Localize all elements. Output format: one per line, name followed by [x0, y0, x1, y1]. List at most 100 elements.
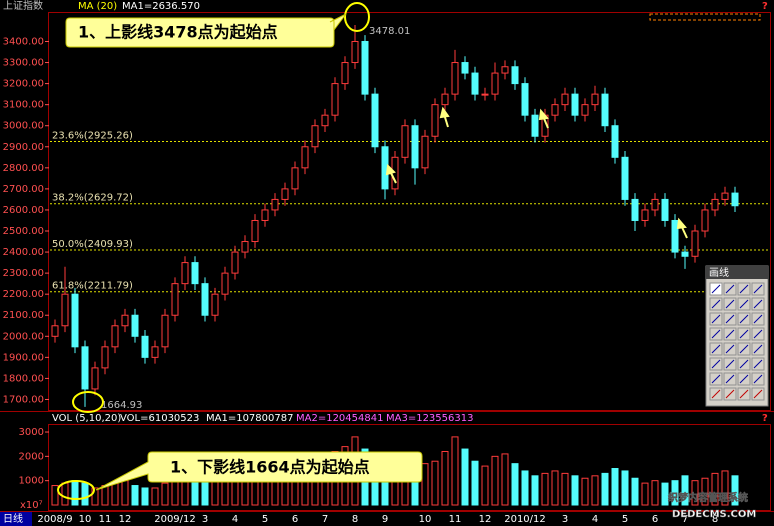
volume-bar — [511, 463, 519, 506]
y-tick-label: 2400.00 — [3, 247, 44, 258]
tool-icon — [739, 344, 749, 354]
tool-icon — [725, 389, 735, 399]
tool-icon — [753, 314, 763, 324]
tool-icon — [725, 359, 735, 369]
tool-icon — [725, 374, 735, 384]
tool-icon — [711, 374, 721, 384]
candle-body — [361, 40, 369, 95]
candle-body — [731, 192, 739, 207]
candle-body — [591, 93, 599, 106]
x-tick-label: 10 — [419, 514, 432, 525]
volume-bar — [491, 455, 499, 506]
candle-body — [301, 146, 309, 169]
candle-body — [721, 192, 729, 200]
x-tick-label: 11 — [99, 514, 112, 525]
x-tick-label: 6 — [292, 514, 298, 525]
volume-bar — [671, 480, 679, 506]
highlight — [72, 391, 104, 413]
candle-body — [661, 198, 669, 221]
y-tick-label: 2700.00 — [3, 184, 44, 195]
volume-bar — [621, 470, 629, 506]
candle-body — [151, 346, 159, 358]
candle-body — [481, 93, 489, 96]
volume-bar — [591, 475, 599, 506]
volume-unit: x10⁷ — [20, 500, 43, 511]
period-button[interactable] — [0, 512, 32, 526]
tool-icon — [753, 359, 763, 369]
candle-body — [91, 367, 99, 390]
scroll-strip[interactable] — [649, 13, 761, 21]
y-tick-label: 1700.00 — [3, 394, 44, 405]
tool-icon — [739, 329, 749, 339]
candle-body — [671, 219, 679, 253]
help-icon[interactable]: ? — [762, 1, 768, 12]
tool-panel-titlebar — [706, 266, 768, 279]
candle-body — [181, 262, 189, 285]
volume-bar — [541, 472, 549, 506]
candle-body — [61, 293, 69, 327]
tool-icon — [739, 359, 749, 369]
volume-bar — [711, 472, 719, 506]
volume-bar — [101, 485, 109, 506]
candle-body — [411, 125, 419, 169]
candle-body — [711, 198, 719, 211]
tool-icon — [711, 299, 721, 309]
candle-body — [291, 167, 299, 190]
y-tick-label: 3200.00 — [3, 79, 44, 90]
tool-icon — [739, 299, 749, 309]
candle-body — [201, 283, 209, 316]
candle-body — [241, 241, 249, 253]
y-tick-label: 1000 — [19, 476, 44, 487]
volume-value: VOL=61030523 — [120, 413, 199, 424]
y-tick-label: 2000.00 — [3, 331, 44, 342]
volume-bar — [131, 485, 139, 506]
tool-icon — [711, 344, 721, 354]
watermark: 织梦内容管理系统 — [668, 491, 748, 504]
volume-bar — [141, 487, 149, 506]
candle-body — [171, 283, 179, 316]
callout-text: 1、下影线1664点为起始点 — [170, 458, 370, 477]
x-tick-label: 6 — [652, 514, 658, 525]
x-tick-label: 10 — [79, 514, 92, 525]
volume-bar — [731, 475, 739, 506]
candle-body — [651, 198, 659, 211]
candle-body — [81, 346, 89, 390]
candle-body — [611, 125, 619, 158]
help-icon[interactable]: ? — [762, 413, 768, 424]
y-tick-label: 1800.00 — [3, 373, 44, 384]
candle-body — [501, 66, 509, 74]
candle-body — [121, 314, 129, 327]
indicator-value: MA1=2636.570 — [122, 1, 200, 12]
tool-icon — [711, 359, 721, 369]
volume-bar — [641, 482, 649, 506]
candle-body — [621, 156, 629, 200]
volume-bar — [111, 482, 119, 506]
candle-body — [131, 314, 139, 337]
period-label[interactable]: 日线 — [3, 512, 23, 525]
y-tick-label: 2800.00 — [3, 163, 44, 174]
y-tick-label: 2300.00 — [3, 268, 44, 279]
candle-body — [101, 346, 109, 369]
candle-body — [281, 188, 289, 200]
volume-bar — [61, 482, 69, 506]
tool-icon — [753, 284, 763, 294]
candle-body — [341, 62, 349, 85]
volume-bar — [461, 448, 469, 506]
tool-icon — [725, 344, 735, 354]
volume-bar — [431, 460, 439, 506]
data-label: 1664.93 — [101, 400, 142, 411]
tool-icon — [753, 329, 763, 339]
candle-body — [111, 325, 119, 348]
x-tick-label: 4 — [232, 514, 238, 525]
candle-body — [431, 104, 439, 137]
candle-body — [561, 93, 569, 106]
indicator: MA (20) — [78, 1, 117, 12]
candle-body — [231, 251, 239, 274]
tool-icon — [739, 314, 749, 324]
watermark: DEDECMS.COM — [672, 509, 756, 520]
candle-body — [531, 114, 539, 137]
highlight — [57, 480, 95, 500]
candle-body — [601, 93, 609, 127]
arrow-head — [385, 163, 396, 176]
x-tick-label: 8 — [712, 514, 718, 525]
